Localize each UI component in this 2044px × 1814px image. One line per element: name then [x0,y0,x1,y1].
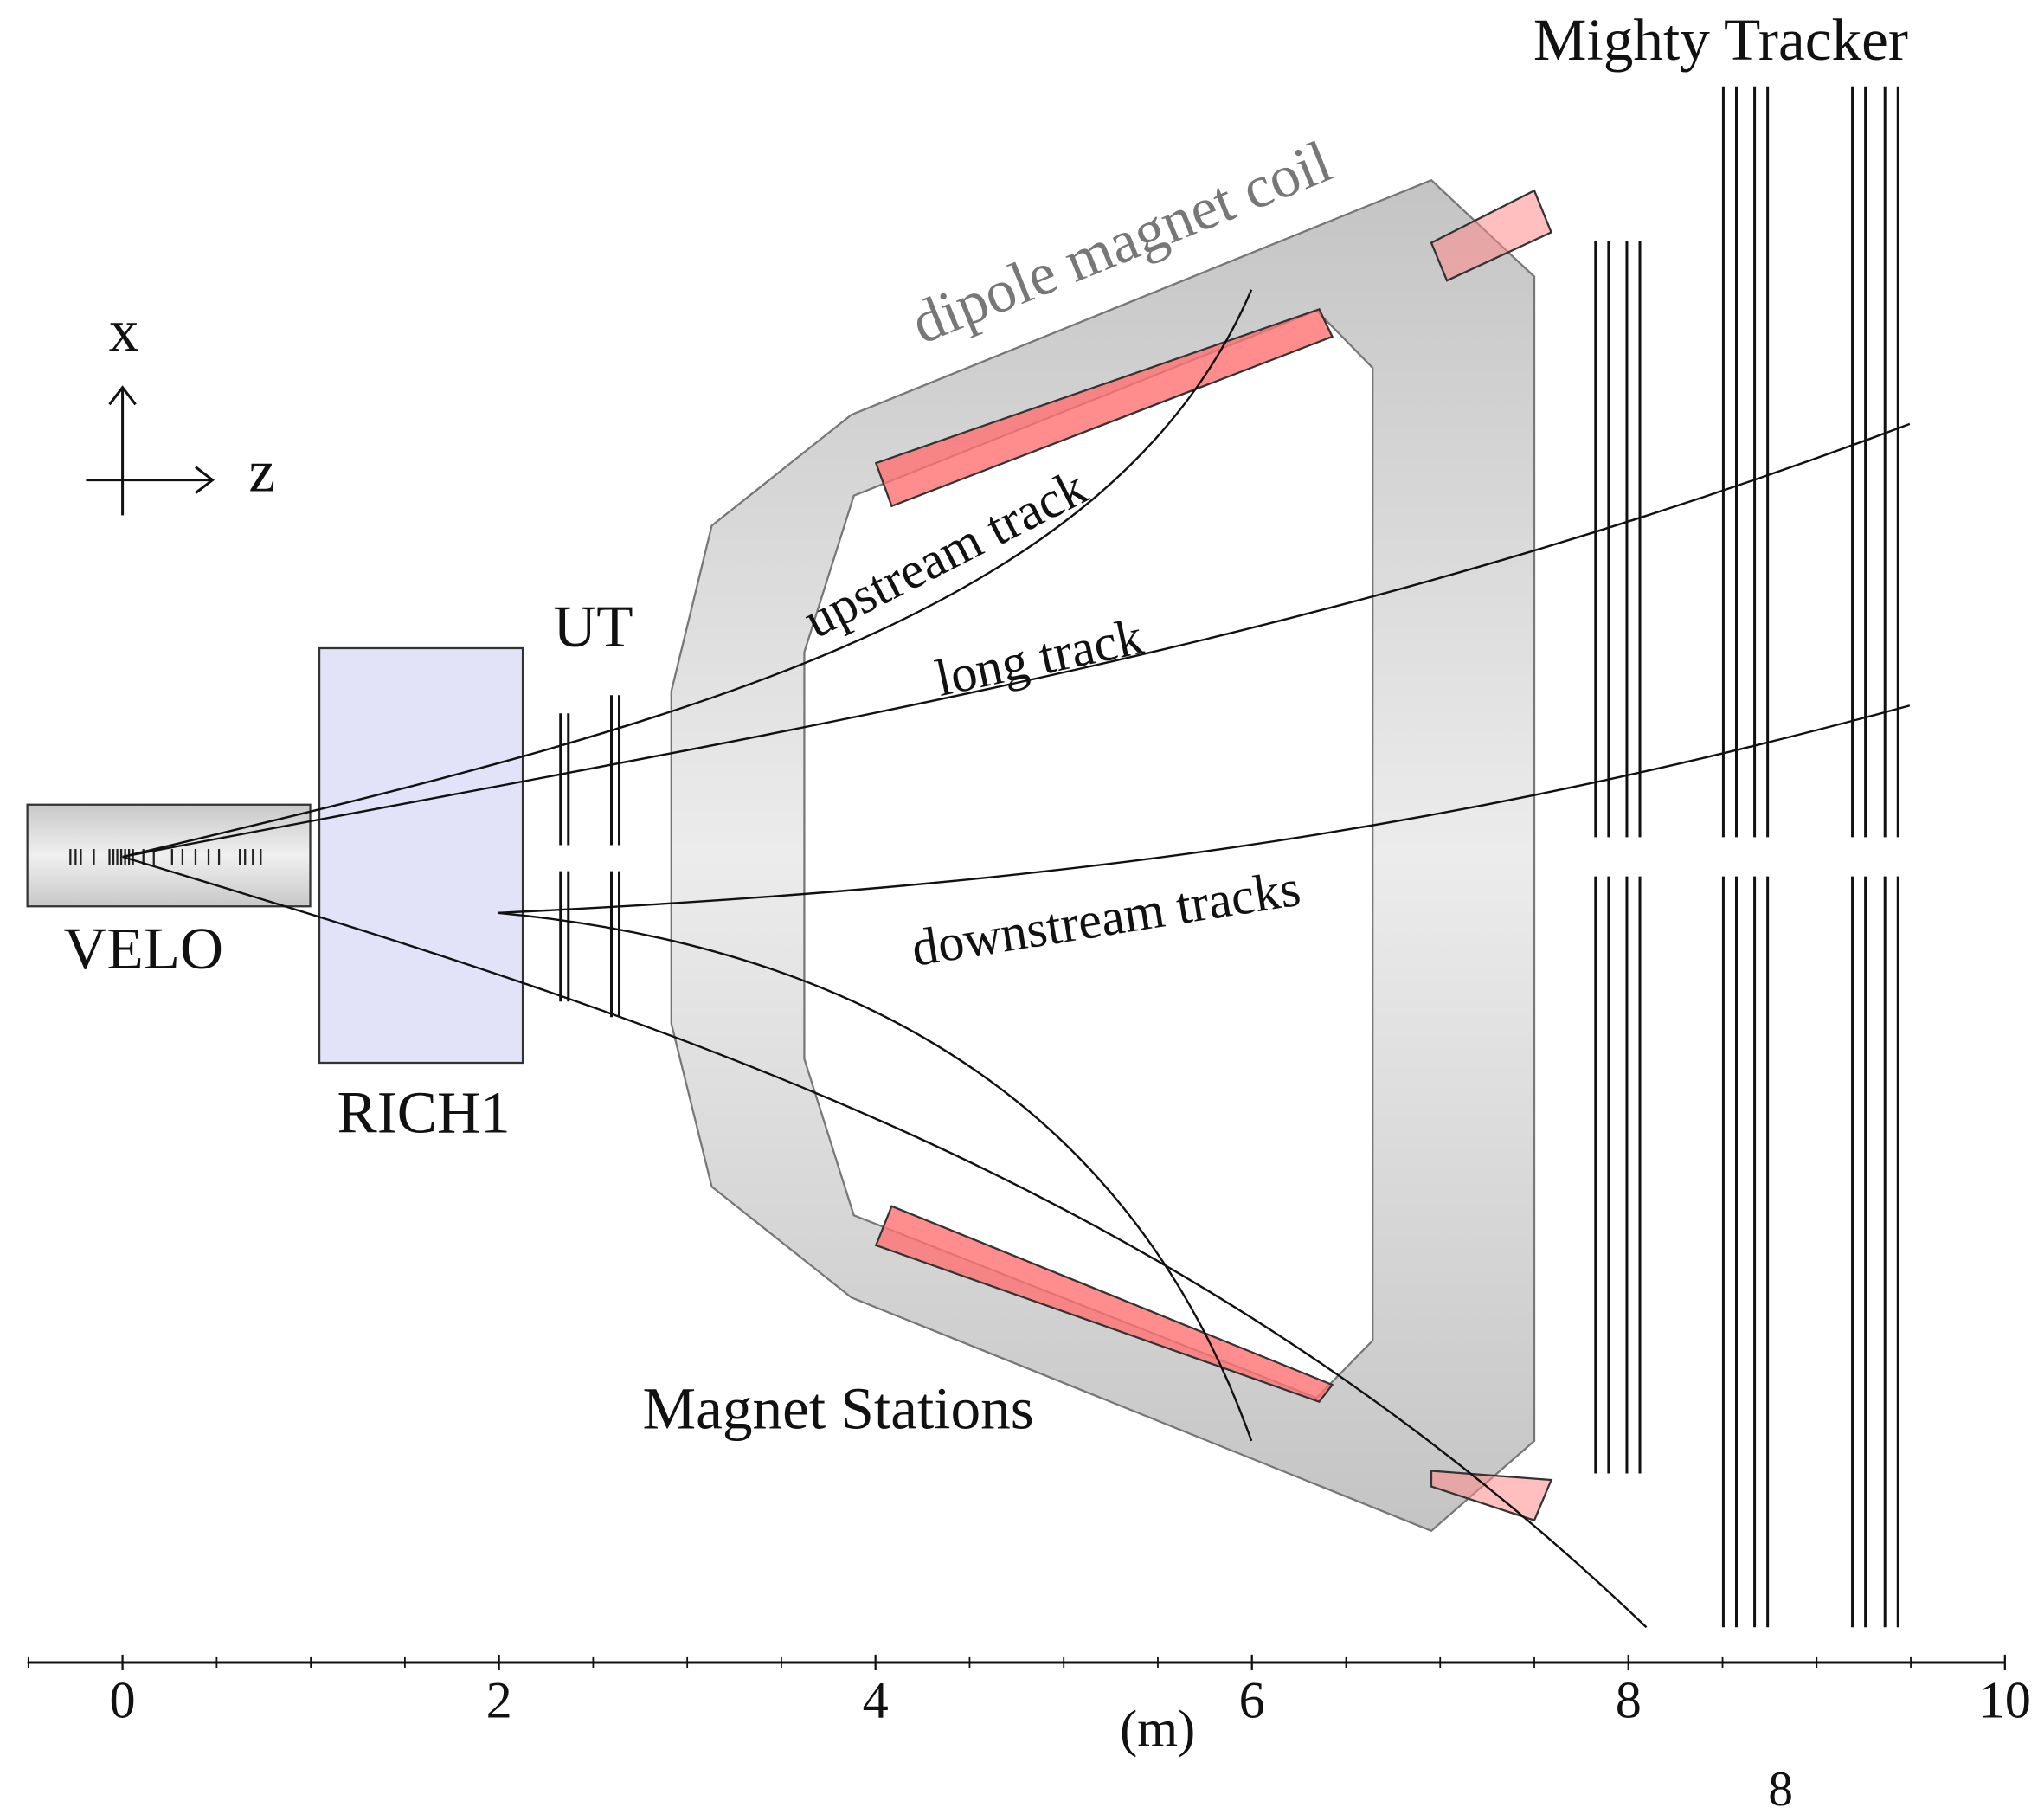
velo-label: VELO [63,915,223,981]
tick-label: 2 [486,1671,512,1729]
x-label: x [109,297,139,363]
title: Mighty Tracker [1533,6,1908,73]
tick-label: 6 [1239,1671,1265,1729]
tick-label: 0 [110,1671,136,1729]
tick-label: 8 [1616,1671,1642,1729]
long-label: long track [930,608,1148,708]
magnet [672,180,1552,1531]
page-number: 8 [1768,1762,1793,1814]
z-label: z [248,438,275,505]
ut-label: UT [553,593,633,659]
mighty-tracker [1596,87,1898,1628]
axis: 0 2 4 6 8 10 [28,1655,2031,1730]
rich1 [319,648,523,1063]
axis-label: (m) [1120,1701,1195,1759]
rich-label: RICH1 [337,1079,510,1146]
tick-label: 4 [863,1671,889,1729]
downstream-label: downstream tracks [908,859,1304,978]
tick-label: 10 [1979,1671,2031,1729]
stations-label: Magnet Stations [642,1375,1033,1442]
diagram: 0246810 Mighty Tracker dipole magnet coi… [0,0,2044,1814]
coordinate-arrows [86,388,212,516]
